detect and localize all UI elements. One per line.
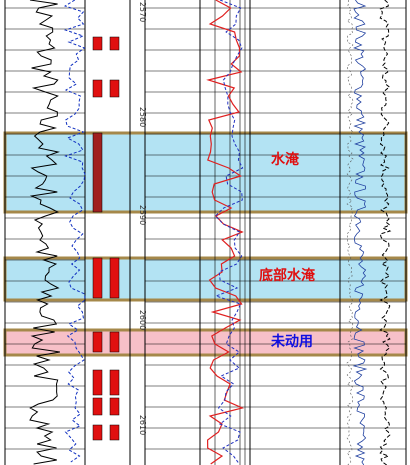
perforation-blocks: [92, 36, 120, 441]
perf-block: [92, 132, 103, 213]
zone-band: [3, 131, 408, 214]
zone-label: 水淹: [271, 151, 300, 168]
log-curve: [206, 0, 245, 465]
depth-label: 2570: [138, 2, 147, 22]
perf-block: [109, 331, 120, 353]
perf-block: [92, 257, 103, 299]
log-curves: [29, 0, 392, 465]
perf-block: [92, 331, 103, 353]
depth-labels: 2570 2580 2590 2600 2610: [138, 2, 147, 435]
perf-block: [92, 424, 103, 441]
log-curve: [63, 0, 86, 463]
depth-label: 2580: [138, 107, 147, 127]
depth-label: 2610: [138, 415, 147, 435]
perf-block: [92, 36, 103, 51]
log-curve: [379, 0, 392, 465]
zone-label: 未动用: [271, 333, 313, 350]
perf-block: [109, 257, 120, 299]
perf-block: [109, 36, 120, 51]
perf-block: [109, 424, 120, 441]
depth-label: 2600: [138, 310, 147, 330]
zone-fills: [3, 131, 408, 357]
perf-block: [92, 79, 103, 98]
log-curve: [29, 0, 60, 465]
depth-label: 2590: [138, 205, 147, 225]
perf-block: [109, 369, 120, 396]
grid-lines: [4, 0, 407, 465]
zone-label: 底部水淹: [259, 267, 316, 284]
perf-block: [92, 369, 103, 396]
perf-block: [92, 397, 103, 416]
log-curve: [214, 0, 244, 465]
perf-block: [109, 397, 120, 416]
zone-band: [3, 328, 408, 357]
log-curve: [346, 0, 354, 465]
perf-block: [109, 79, 120, 98]
zone-band: [3, 256, 408, 302]
log-curve: [352, 0, 368, 465]
